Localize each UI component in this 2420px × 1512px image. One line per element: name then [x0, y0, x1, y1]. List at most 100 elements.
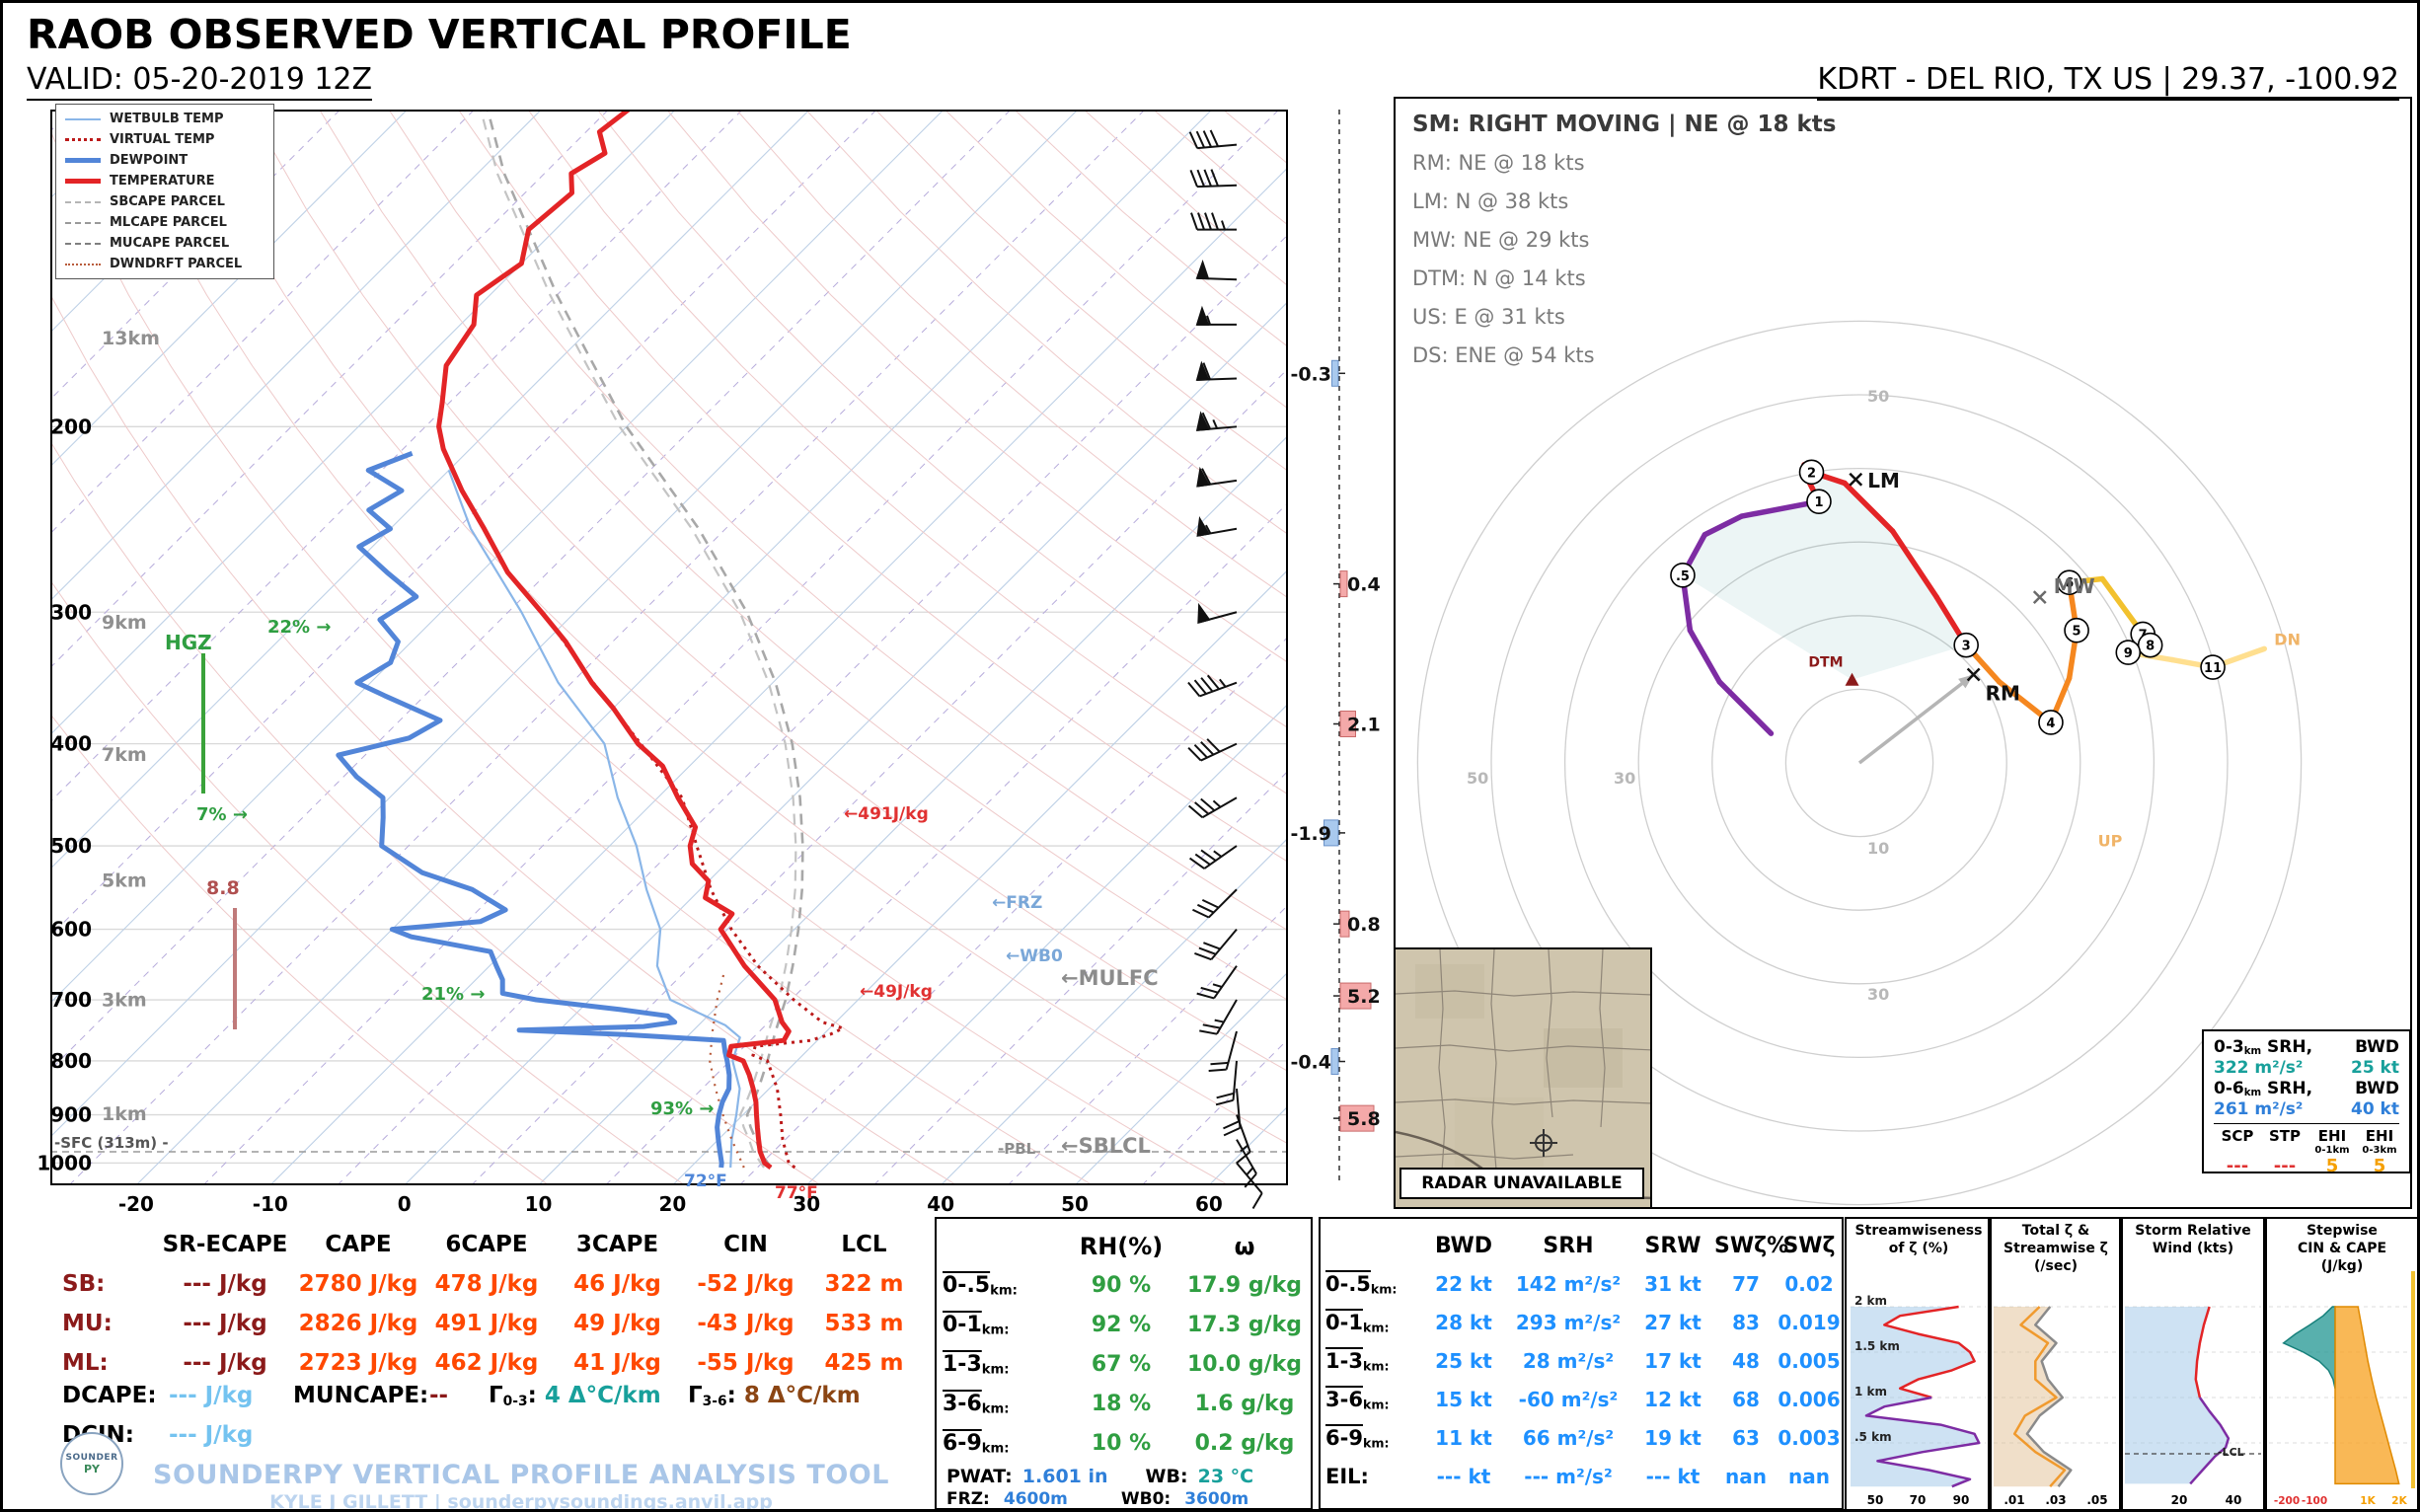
storm-motion-header: SM: RIGHT MOVING | NE @ 18 kts: [1412, 112, 1837, 137]
legend-label: DWNDRFT PARCEL: [110, 257, 243, 271]
srh-col: SRH: [1543, 1234, 1594, 1258]
rm-motion: RM: NE @ 18 kts: [1412, 151, 1585, 175]
p1-tick-90: 90: [1952, 1493, 1970, 1507]
vorticity-title: Total ζ &: [2021, 1223, 2090, 1239]
legend-item: WETBULB TEMP: [65, 112, 265, 126]
composite-subheaders: 0-1km 0-3km: [2314, 1145, 2397, 1156]
vorticity-title3: (/sec): [2033, 1258, 2079, 1274]
dtm-motion: DTM: N @ 14 kts: [1412, 266, 1586, 290]
legend-item: DEWPOINT: [65, 153, 265, 168]
wetbulb-line-swatch: [65, 117, 101, 120]
srh-0-6-value: 261 m²/s²: [2214, 1099, 2304, 1119]
footer-title: SOUNDERPY VERTICAL PROFILE ANALYSIS TOOL: [153, 1460, 889, 1490]
radar-map: [1396, 949, 1650, 1200]
lapse-rate-label: 8.8: [206, 877, 240, 899]
hodograph-panel-border: [1394, 97, 2412, 1209]
pbl-label: -PBL: [998, 1140, 1036, 1158]
radar-inset: RADAR UNAVAILABLE: [1394, 947, 1652, 1209]
p1-tick-70: 70: [1909, 1493, 1927, 1507]
svg-text:50: 50: [1867, 387, 1889, 406]
omega-header: ω: [1234, 1233, 1255, 1260]
wb0-value: 3600m: [1184, 1489, 1249, 1509]
legend-item: VIRTUAL TEMP: [65, 132, 265, 147]
scp-value: ---: [2226, 1156, 2249, 1176]
mucape-parcel-swatch: [65, 242, 101, 245]
mlcape-parcel-swatch: [65, 221, 101, 224]
svg-text:800: 800: [50, 1049, 92, 1073]
svg-text:2: 2: [1807, 466, 1816, 481]
svg-text:7km: 7km: [102, 744, 147, 766]
svg-text:500: 500: [50, 834, 92, 858]
svg-text:30: 30: [1867, 985, 1889, 1004]
wetbulb-value: 23 °C: [1197, 1465, 1254, 1487]
cincape-title2: CIN & CAPE: [2297, 1241, 2387, 1256]
cincape-title3: (J/kg): [2320, 1258, 2364, 1274]
moisture-header-row: RH(%) ω: [943, 1227, 1309, 1266]
bwd-header: BWD: [2355, 1037, 2399, 1057]
gamma-0-3: Γ0-3: 4 Δ°C/km: [489, 1383, 661, 1409]
svg-text:-1.9: -1.9: [1290, 823, 1331, 845]
wind-barbs: [1187, 129, 1263, 1210]
svg-text:6: 6: [2065, 576, 2074, 591]
parcel-trace: [486, 110, 804, 1169]
legend-item: MLCAPE PARCEL: [65, 215, 265, 230]
col-lcl: LCL: [841, 1232, 887, 1257]
col-6cape: 6CAPE: [445, 1232, 528, 1257]
surface-temp-f-label: 77°F: [775, 1183, 818, 1203]
svg-text:UP: UP: [2098, 831, 2123, 850]
bwd-header: BWD: [2355, 1079, 2399, 1098]
svg-text:600: 600: [50, 918, 92, 942]
kinematics-row: 0-1km: 28 kt 293 m²/s² 27 kt 83 0.019: [1325, 1311, 1841, 1335]
kinematics-table: BWD SRH SRW SWζ% SWζ 0-.5km: 22 kt 142 m²/…: [1319, 1217, 1844, 1509]
lcl-mini-label: -LCL: [2218, 1446, 2244, 1459]
p2-tick-03: .03: [2045, 1493, 2067, 1507]
svg-text:700: 700: [50, 988, 92, 1012]
kinematics-row: 6-9km: 11 kt 66 m²/s² 19 kt 63 0.003: [1325, 1426, 1841, 1451]
moisture-row: 6-9km: 10 % 0.2 g/kg: [943, 1431, 1295, 1457]
rh-93-label: 93% →: [650, 1098, 715, 1119]
ml-row: ML: --- J/kg 2723 J/kg 462 J/kg 41 J/kg …: [62, 1350, 904, 1376]
km-1-5-label: 1.5 km: [1854, 1339, 1900, 1353]
swzeta-col: SWζ: [1782, 1234, 1836, 1258]
svg-text:1000: 1000: [37, 1151, 92, 1174]
sblcl-label: ←SBLCL: [1061, 1134, 1151, 1158]
srh-0-6-values: 261 m²/s² 40 kt: [2214, 1099, 2399, 1120]
svg-text:DTM: DTM: [1808, 655, 1843, 671]
svg-text:10: 10: [1867, 839, 1889, 858]
svg-text:3km: 3km: [102, 990, 147, 1012]
skewt-legend: WETBULB TEMP VIRTUAL TEMP DEWPOINT TEMPE…: [55, 104, 274, 279]
kinematics-row: 3-6km: 15 kt -60 m²/s² 12 kt 68 0.006: [1325, 1388, 1841, 1412]
svg-text:5: 5: [2073, 625, 2081, 640]
moisture-row: 0-1km: 92 % 17.3 g/kg: [943, 1313, 1303, 1338]
skewt-panel-border: [50, 110, 1288, 1185]
bwd-col: BWD: [1434, 1234, 1493, 1258]
svg-text:9km: 9km: [102, 612, 147, 634]
svg-text:60: 60: [1195, 1192, 1223, 1216]
p1-tick-50: 50: [1866, 1493, 1884, 1507]
virtual-temp-trace: [541, 611, 848, 1170]
eil-row: EIL: --- kt --- m²/s² --- kt nan nan: [1325, 1465, 1830, 1488]
bwd-0-6-value: 40 kt: [2350, 1099, 2399, 1119]
svg-text:8: 8: [2146, 640, 2155, 654]
col-3cape: 3CAPE: [575, 1232, 659, 1257]
svg-text:RM: RM: [1986, 681, 2020, 705]
svg-text:30: 30: [1614, 769, 1635, 788]
srh-0-3-label: 0-3km SRH,: [2214, 1037, 2313, 1058]
ehi-0-1-value: 5: [2325, 1156, 2339, 1176]
svg-text:-20: -20: [118, 1192, 154, 1216]
storm-motion-block: SM: RIGHT MOVING | NE @ 18 kts RM: NE @ …: [1412, 106, 1836, 375]
srw-panel: [2121, 1217, 2265, 1509]
svg-text:11: 11: [2204, 661, 2222, 676]
p3-tick-20: 20: [2170, 1493, 2188, 1507]
svg-text:5.2: 5.2: [1347, 986, 1381, 1008]
thermodynamics-table: SR-ECAPE CAPE 6CAPE 3CAPE CIN LCL SB: --…: [62, 1225, 921, 1460]
svg-text:40: 40: [927, 1192, 954, 1216]
col-sr-ecape: SR-ECAPE: [162, 1232, 288, 1257]
rh-22-label: 22% →: [267, 617, 332, 638]
svg-text:LM: LM: [1867, 469, 1900, 492]
divider: [2214, 1123, 2399, 1124]
legend-label: TEMPERATURE: [110, 174, 215, 189]
page-title: RAOB OBSERVED VERTICAL PROFILE: [27, 11, 852, 58]
skewt-axis-labels: 200 300 400 500 600 700 800 900 1000 -20 -10 0 10 20 3…: [37, 328, 1223, 1216]
dewpoint-line-swatch: [65, 158, 101, 163]
